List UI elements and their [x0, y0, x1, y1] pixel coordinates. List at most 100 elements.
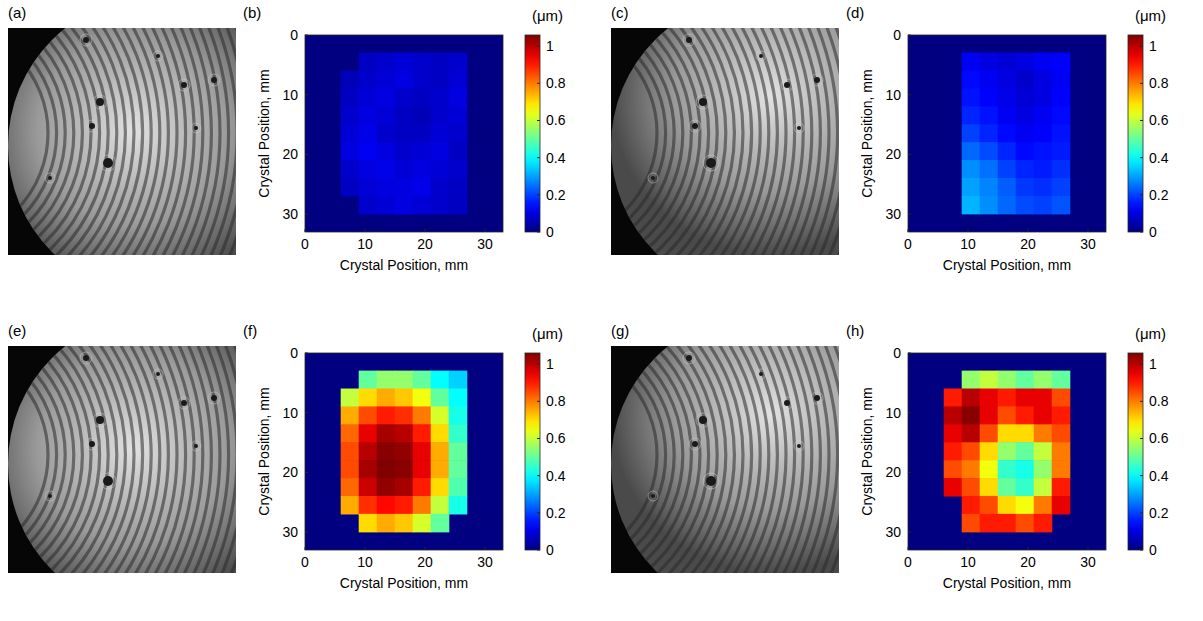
- fringe: [611, 28, 769, 255]
- fringe: [611, 346, 838, 573]
- defect-ring: [756, 51, 766, 61]
- fringe: [611, 346, 839, 573]
- heatmap-cell: [377, 371, 396, 390]
- heatmap-cell: [431, 178, 450, 197]
- heatmap-cell: [998, 106, 1017, 125]
- colorbar-tick-label: 0: [1149, 224, 1157, 240]
- colorbar-tick-label: 0.8: [546, 393, 566, 409]
- colorbar-tick-label: 0.4: [1149, 468, 1169, 484]
- fringe: [8, 346, 236, 573]
- defect-spot: [48, 176, 52, 180]
- heatmap-cell: [359, 460, 378, 479]
- heatmap-cell: [449, 371, 468, 390]
- y-tick-label: 30: [885, 206, 901, 222]
- plot-frame: [305, 35, 503, 232]
- heatmap-cell: [980, 496, 999, 515]
- heatmap-cell: [1016, 496, 1035, 515]
- defect-spot: [706, 476, 716, 486]
- colorbar-tick: [1140, 157, 1143, 158]
- heatmap-cell: [998, 442, 1017, 461]
- heatmap-cell: [998, 142, 1017, 161]
- defect-spot: [699, 416, 707, 424]
- heatmap-cell: [359, 178, 378, 197]
- heatmap-cell: [431, 514, 450, 533]
- defect-ring: [80, 34, 92, 46]
- heatmap-cell: [413, 88, 432, 107]
- fringe: [611, 28, 795, 255]
- x-tick-label: 0: [904, 554, 912, 570]
- heatmap-cell: [395, 71, 414, 90]
- heatmap-cell: [431, 442, 450, 461]
- fringe: [8, 346, 91, 573]
- fringe: [611, 346, 812, 573]
- fringe: [8, 346, 236, 573]
- colorbar: [1128, 353, 1143, 550]
- defect-ring: [781, 79, 793, 91]
- defect-ring: [100, 155, 116, 171]
- fringe: [8, 28, 236, 255]
- heatmap-cell: [359, 514, 378, 533]
- colorbar-title: (μm): [532, 325, 563, 342]
- heatmap-cell: [998, 196, 1017, 215]
- fringe: [611, 28, 839, 255]
- heatmap-cell: [1034, 496, 1053, 515]
- fringe: [611, 346, 839, 573]
- panel-label: (d): [846, 4, 864, 21]
- defect-spot: [651, 494, 655, 498]
- fringe: [8, 28, 236, 255]
- fringe: [8, 28, 236, 255]
- y-tick: [305, 35, 308, 36]
- fringe: [8, 346, 186, 573]
- fringe: [611, 346, 839, 573]
- x-axis-title: Crystal Position, mm: [340, 575, 468, 591]
- colorbar-tick-label: 0.2: [546, 505, 566, 521]
- heatmap-cell: [449, 142, 468, 161]
- heatmap-cell: [377, 124, 396, 143]
- heatmap-cell: [359, 442, 378, 461]
- heatmap-cell: [431, 460, 450, 479]
- y-axis-title: Crystal Position, mm: [859, 387, 875, 515]
- colorbar-tick-label: 0: [1149, 542, 1157, 558]
- colorbar-tick-label: 0.2: [1149, 505, 1169, 521]
- fringe: [8, 346, 236, 573]
- heatmap-cell: [1052, 442, 1071, 461]
- fringe: [8, 28, 236, 255]
- heatmap-cell: [1034, 478, 1053, 497]
- heatmap-cell: [431, 496, 450, 515]
- heatmap-cell: [359, 124, 378, 143]
- heatmap-cell: [449, 424, 468, 443]
- heatmap-cell: [1016, 178, 1035, 197]
- heatmap-cell: [998, 460, 1017, 479]
- y-tick: [305, 472, 308, 473]
- heatmap-cell: [377, 196, 396, 215]
- heatmap-cell: [359, 142, 378, 161]
- colorbar-tick: [1140, 194, 1143, 195]
- defect-ring: [683, 352, 695, 364]
- heatmap-cell: [1016, 160, 1035, 179]
- heatmap-cell: [980, 389, 999, 408]
- heatmap-cell: [1052, 478, 1071, 497]
- x-tick-label: 30: [477, 236, 493, 252]
- heatmap-cell: [413, 424, 432, 443]
- heatmap-cell: [980, 514, 999, 533]
- heatmap-cell: [980, 106, 999, 125]
- heatmap-cell: [413, 142, 432, 161]
- heatmap-cell: [962, 196, 981, 215]
- x-tick-label: 30: [1080, 554, 1096, 570]
- heatmap-cell: [449, 71, 468, 90]
- heatmap-cell: [1034, 160, 1053, 179]
- heatmap-cell: [377, 71, 396, 90]
- heatmap-cell: [962, 478, 981, 497]
- interferogram-image: [127, 35, 966, 621]
- fringe: [8, 28, 194, 255]
- colorbar-tick-label: 1: [1149, 356, 1157, 372]
- defect-ring: [93, 413, 107, 427]
- heatmap-cell: [1016, 371, 1035, 390]
- y-tick-label: 30: [282, 206, 298, 222]
- defect-spot: [699, 98, 707, 106]
- fringe: [8, 28, 91, 255]
- defect-spot: [211, 77, 217, 83]
- y-axis-title: Crystal Position, mm: [859, 69, 875, 197]
- heatmap-cell: [1016, 514, 1035, 533]
- defect-ring: [191, 441, 201, 451]
